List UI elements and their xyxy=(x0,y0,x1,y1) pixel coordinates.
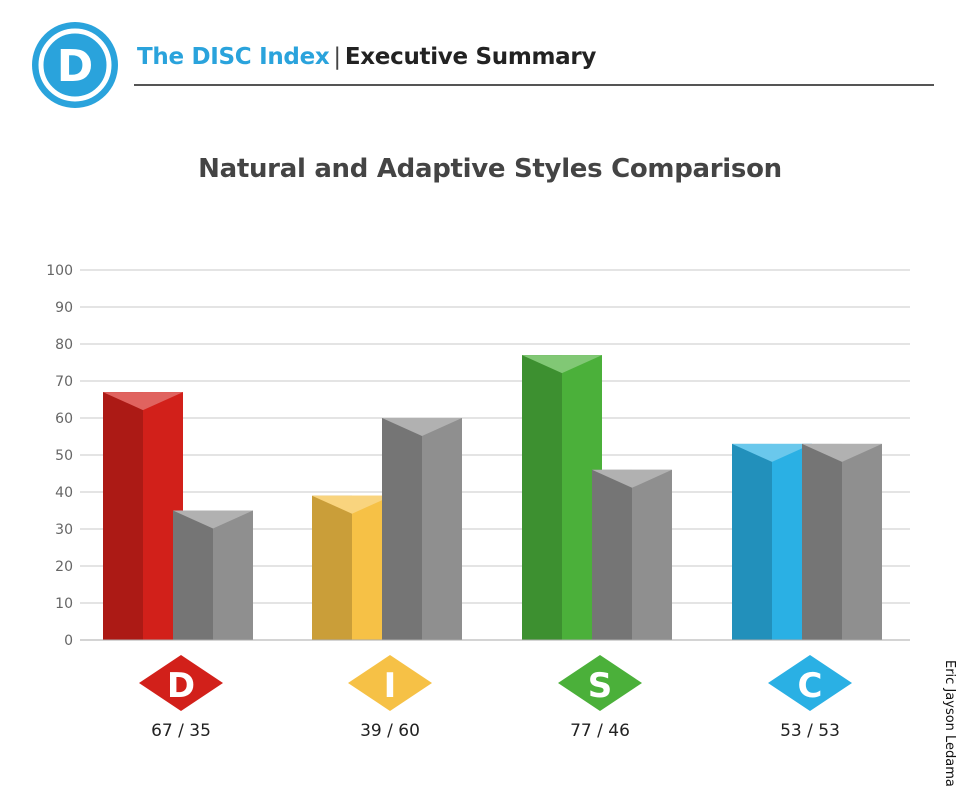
category-label-c: C xyxy=(798,666,823,706)
brand-name: The DISC Index xyxy=(137,44,330,70)
bar-right-face xyxy=(213,510,253,640)
bar-right-face xyxy=(842,443,882,640)
bar-left-face xyxy=(382,418,422,640)
y-tick-label: 30 xyxy=(55,522,73,538)
bar-top-cap xyxy=(312,495,392,514)
score-label-d: 67 / 35 xyxy=(151,721,211,741)
bar-left-face xyxy=(173,510,213,640)
bar-left-face xyxy=(802,443,842,640)
header-title: The DISC Index | Executive Summary xyxy=(137,44,596,70)
score-label-s: 77 / 46 xyxy=(570,721,630,741)
score-label-c: 53 / 53 xyxy=(780,721,840,741)
adaptive-bar-c xyxy=(802,443,882,640)
category-diamond-i xyxy=(348,655,432,711)
bar-top-cap xyxy=(592,469,672,488)
bar-top-cap xyxy=(802,443,882,462)
y-tick-label: 100 xyxy=(46,263,73,279)
bar-top-cap xyxy=(522,355,602,374)
bar-right-face xyxy=(632,469,672,640)
bar-top-cap xyxy=(382,418,462,436)
category-diamond-d xyxy=(139,655,223,711)
disc-comparison-chart: 0 10 20 30 40 50 60 70 80 90 100 D 67 / 35 I 39 / 60 S 7… xyxy=(46,263,910,741)
bar-left-face xyxy=(103,392,143,640)
disc-logo-icon: D xyxy=(32,22,118,108)
logo-letter: D xyxy=(57,41,94,92)
natural-bar-s xyxy=(522,355,602,640)
chart-title: Natural and Adaptive Styles Comparison xyxy=(198,154,782,184)
bar-left-face xyxy=(732,443,772,640)
y-tick-label: 40 xyxy=(55,485,73,501)
author-watermark: Eric Jayson Ledama xyxy=(942,660,957,787)
category-diamond-s xyxy=(558,655,642,711)
bar-left-face xyxy=(592,469,632,640)
adaptive-bar-s xyxy=(592,469,672,640)
bar-left-face xyxy=(312,495,352,640)
bar-left-face xyxy=(522,355,562,640)
y-tick-label: 20 xyxy=(55,559,73,575)
category-label-i: I xyxy=(384,666,397,706)
bar-top-cap xyxy=(103,392,183,411)
bar-right-face xyxy=(422,418,462,640)
natural-bar-d xyxy=(103,392,183,640)
y-tick-label: 10 xyxy=(55,596,73,612)
y-tick-label: 60 xyxy=(55,411,73,427)
natural-bar-i xyxy=(312,495,392,640)
section-title: Executive Summary xyxy=(344,44,597,70)
y-tick-label: 50 xyxy=(55,448,73,464)
natural-bar-c xyxy=(732,443,812,640)
category-label-d: D xyxy=(167,666,195,706)
category-label-s: S xyxy=(588,666,613,706)
score-label-i: 39 / 60 xyxy=(360,721,420,741)
title-separator: | xyxy=(333,44,341,70)
y-tick-label: 0 xyxy=(64,633,73,649)
bar-top-cap xyxy=(173,510,253,529)
category-diamond-c xyxy=(768,655,852,711)
y-tick-label: 80 xyxy=(55,337,73,353)
adaptive-bar-d xyxy=(173,510,253,640)
header-divider xyxy=(134,84,934,86)
bar-top-cap xyxy=(732,443,812,462)
y-tick-label: 70 xyxy=(55,374,73,390)
adaptive-bar-i xyxy=(382,418,462,640)
y-tick-label: 90 xyxy=(55,300,73,316)
